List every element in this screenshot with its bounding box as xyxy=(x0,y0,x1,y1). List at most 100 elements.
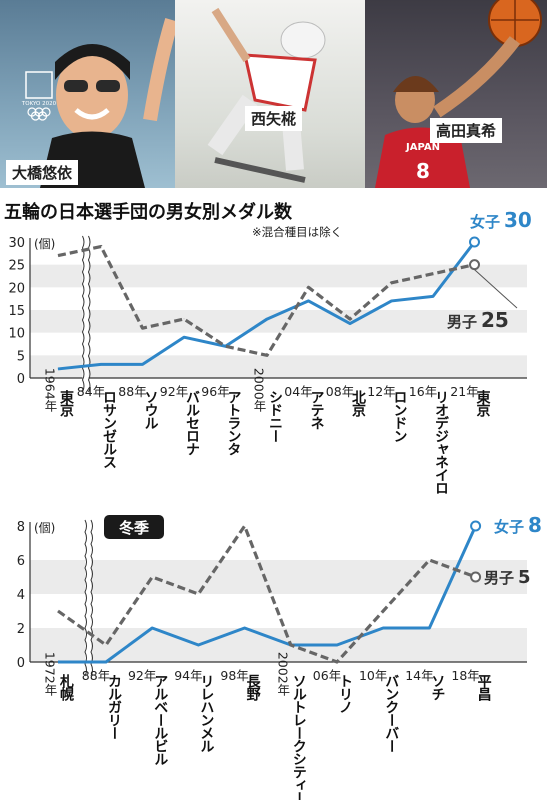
axis-break-mark xyxy=(90,519,93,677)
olympic-logo-text: TOKYO 2020 xyxy=(21,101,57,107)
skateboarder-illustration xyxy=(207,7,326,183)
x-tick-year: 96年 xyxy=(201,384,229,399)
series-line-women xyxy=(57,241,476,371)
x-tick-year: 08年 xyxy=(326,384,354,399)
x-tick-city: ロンドン xyxy=(392,390,408,442)
olympic-logo: TOKYO 2020 xyxy=(21,71,57,121)
axis-break-mark xyxy=(84,519,87,677)
axis-break-gap xyxy=(85,520,91,670)
x-tick-city: ソウル xyxy=(143,390,159,429)
jersey-text: JAPAN xyxy=(405,142,440,153)
y-tick-label: 10 xyxy=(8,327,25,342)
x-tick-year: 1964年 xyxy=(43,368,58,412)
series-label-women: 女子 30 xyxy=(470,208,532,232)
x-tick-year: 88年 xyxy=(82,668,110,683)
series-end-value: 8 xyxy=(528,513,542,537)
x-tick-year: 18年 xyxy=(451,668,479,683)
y-tick-label: 0 xyxy=(17,656,25,671)
series-line-women xyxy=(58,525,477,664)
basketball-illustration: JAPAN 8 xyxy=(375,0,542,188)
y-tick-label: 5 xyxy=(17,349,25,364)
chart-note: ※混合種目は除く xyxy=(252,225,342,239)
series-name: 女子 xyxy=(494,518,524,536)
x-tick-city: 東京 xyxy=(58,389,74,418)
series-label-men: 男子 5 xyxy=(484,567,531,588)
series-end-value: 5 xyxy=(518,567,531,588)
x-tick-city: バンクーバー xyxy=(383,674,399,752)
series-name: 男子 xyxy=(447,313,477,331)
x-tick-city: 平昌 xyxy=(476,674,492,702)
x-tick-city: アテネ xyxy=(309,390,325,430)
x-tick-city: リレハンメル xyxy=(198,674,214,752)
grid-band xyxy=(30,355,527,378)
x-tick-year: 2000年 xyxy=(252,368,267,412)
y-tick-label: 20 xyxy=(8,281,25,296)
winter-badge xyxy=(104,515,164,539)
x-tick-city: ソルトレークシティー xyxy=(291,674,307,800)
x-tick-city: リオデジャネイロ xyxy=(433,390,449,494)
x-tick-year: 16年 xyxy=(409,384,437,399)
x-tick-year: 12年 xyxy=(367,384,395,399)
y-tick-label: 30 xyxy=(8,236,25,251)
photo-strip: TOKYO 2020 JAPAN 8 大橋悠依 西矢椛 高田真希 xyxy=(0,0,547,188)
x-tick-year: 84年 xyxy=(77,384,105,399)
photo-caption-1: 大橋悠依 xyxy=(6,160,79,185)
series-name: 男子 xyxy=(484,569,514,587)
skateboarder-photo xyxy=(175,0,365,188)
x-tick-year: 98年 xyxy=(220,668,248,683)
x-tick-city: シドニー xyxy=(267,390,283,442)
y-tick-label: 2 xyxy=(17,622,25,637)
x-tick-year: 10年 xyxy=(359,668,387,683)
x-tick-year: 04年 xyxy=(284,384,312,399)
x-tick-city: カルガリー xyxy=(106,674,122,739)
x-tick-city: アルベールビル xyxy=(152,674,168,765)
series-line-men xyxy=(57,524,477,664)
y-tick-label: 15 xyxy=(8,304,25,319)
data-point-women xyxy=(469,236,480,248)
x-tick-city: 東京 xyxy=(475,389,491,418)
x-tick-year: 2002年 xyxy=(275,652,290,696)
winter-badge-label: 冬季 xyxy=(119,519,149,537)
x-tick-year: 1972年 xyxy=(43,652,58,696)
x-tick-year: 92年 xyxy=(128,668,156,683)
x-tick-year: 06年 xyxy=(313,668,341,683)
basketball-photo: JAPAN 8 xyxy=(365,0,547,188)
swimmer-photo: TOKYO 2020 xyxy=(0,0,175,188)
series-label-men: 男子 25 xyxy=(447,308,509,332)
data-point-women xyxy=(470,520,482,532)
series-name: 女子 xyxy=(470,213,500,231)
data-point-men xyxy=(469,259,480,271)
y-unit-label: (個) xyxy=(34,521,55,535)
x-tick-city: ロサンゼルス xyxy=(101,390,117,469)
photo-caption-2: 西矢椛 xyxy=(245,106,303,131)
series-end-value: 25 xyxy=(481,308,509,332)
y-tick-label: 8 xyxy=(17,520,25,535)
series-label-women: 女子 8 xyxy=(494,513,542,537)
x-tick-year: 92年 xyxy=(160,384,188,399)
x-tick-year: 21年 xyxy=(450,384,478,399)
x-tick-city: 札幌 xyxy=(58,673,75,702)
y-tick-label: 4 xyxy=(17,588,25,603)
y-tick-label: 6 xyxy=(17,554,25,569)
data-point-men xyxy=(470,571,482,583)
x-tick-city: 北京 xyxy=(350,390,366,418)
swimmer-illustration: TOKYO 2020 xyxy=(21,17,175,188)
x-tick-year: 14年 xyxy=(405,668,433,683)
series-label-leader xyxy=(474,269,518,309)
x-tick-city: トリノ xyxy=(337,674,353,713)
x-tick-year: 88年 xyxy=(118,384,146,399)
photo-caption-3: 高田真希 xyxy=(430,118,503,143)
chart-title: 五輪の日本選手団の男女別メダル数 xyxy=(4,201,293,223)
series-end-value: 30 xyxy=(504,208,532,232)
axis-break-gap xyxy=(82,236,89,386)
x-tick-city: 長野 xyxy=(245,674,261,702)
y-unit-label: (個) xyxy=(34,237,55,251)
jersey-number: 8 xyxy=(416,159,430,183)
x-tick-city: バルセロナ xyxy=(184,390,200,456)
y-tick-label: 0 xyxy=(17,372,25,387)
series-line-men xyxy=(57,244,475,357)
x-tick-year: 94年 xyxy=(174,668,202,683)
